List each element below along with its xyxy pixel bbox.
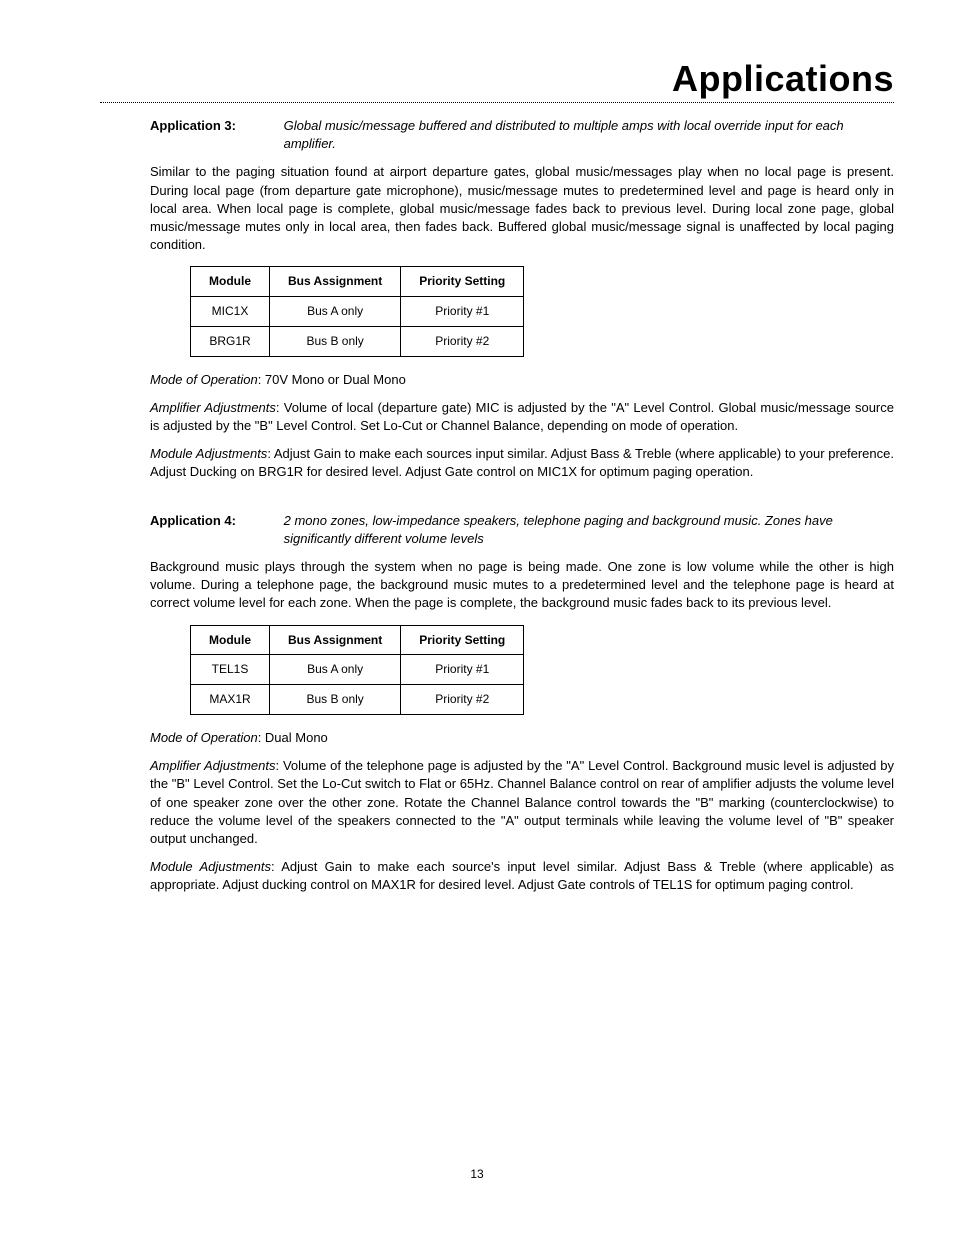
cell: MIC1X	[191, 297, 270, 327]
mode-label: Mode of Operation	[150, 372, 258, 387]
col-module: Module	[191, 625, 270, 655]
mode-text: : Dual Mono	[258, 730, 328, 745]
app3-subtitle: Global music/message buffered and distri…	[284, 117, 888, 153]
cell: Priority #1	[401, 655, 524, 685]
app4-table: Module Bus Assignment Priority Setting T…	[190, 625, 524, 715]
page-title: Applications	[672, 58, 894, 99]
cell: Bus B only	[270, 326, 401, 356]
table-row: BRG1R Bus B only Priority #2	[191, 326, 524, 356]
app4-subtitle: 2 mono zones, low-impedance speakers, te…	[284, 512, 888, 548]
table-row: MIC1X Bus A only Priority #1	[191, 297, 524, 327]
app3-table: Module Bus Assignment Priority Setting M…	[190, 266, 524, 356]
app3-label: Application 3:	[150, 117, 280, 135]
cell: MAX1R	[191, 685, 270, 715]
col-bus: Bus Assignment	[270, 267, 401, 297]
mode-label: Mode of Operation	[150, 730, 258, 745]
app3-mod: Module Adjustments: Adjust Gain to make …	[150, 445, 894, 481]
col-bus: Bus Assignment	[270, 625, 401, 655]
app4-amp: Amplifier Adjustments: Volume of the tel…	[150, 757, 894, 848]
app4-intro: Background music plays through the syste…	[150, 558, 894, 613]
table-header-row: Module Bus Assignment Priority Setting	[191, 625, 524, 655]
mod-label: Module Adjustments	[150, 859, 271, 874]
amp-label: Amplifier Adjustments	[150, 758, 275, 773]
app3-mode: Mode of Operation: 70V Mono or Dual Mono	[150, 371, 894, 389]
cell: Bus A only	[270, 655, 401, 685]
mod-label: Module Adjustments	[150, 446, 267, 461]
cell: Bus B only	[270, 685, 401, 715]
app4-mode: Mode of Operation: Dual Mono	[150, 729, 894, 747]
table-header-row: Module Bus Assignment Priority Setting	[191, 267, 524, 297]
cell: BRG1R	[191, 326, 270, 356]
col-module: Module	[191, 267, 270, 297]
amp-label: Amplifier Adjustments	[150, 400, 276, 415]
app3-intro: Similar to the paging situation found at…	[150, 163, 894, 254]
app4-mod: Module Adjustments: Adjust Gain to make …	[150, 858, 894, 894]
application-3-section: Application 3: Global music/message buff…	[150, 117, 894, 482]
cell: Priority #1	[401, 297, 524, 327]
cell: Priority #2	[401, 685, 524, 715]
cell: Priority #2	[401, 326, 524, 356]
app4-label: Application 4:	[150, 512, 280, 530]
table-row: TEL1S Bus A only Priority #1	[191, 655, 524, 685]
application-4-section: Application 4: 2 mono zones, low-impedan…	[150, 512, 894, 895]
cell: Bus A only	[270, 297, 401, 327]
title-divider	[100, 102, 894, 103]
col-priority: Priority Setting	[401, 625, 524, 655]
app3-amp: Amplifier Adjustments: Volume of local (…	[150, 399, 894, 435]
col-priority: Priority Setting	[401, 267, 524, 297]
cell: TEL1S	[191, 655, 270, 685]
mode-text: : 70V Mono or Dual Mono	[258, 372, 406, 387]
table-row: MAX1R Bus B only Priority #2	[191, 685, 524, 715]
page-number: 13	[0, 1167, 954, 1181]
